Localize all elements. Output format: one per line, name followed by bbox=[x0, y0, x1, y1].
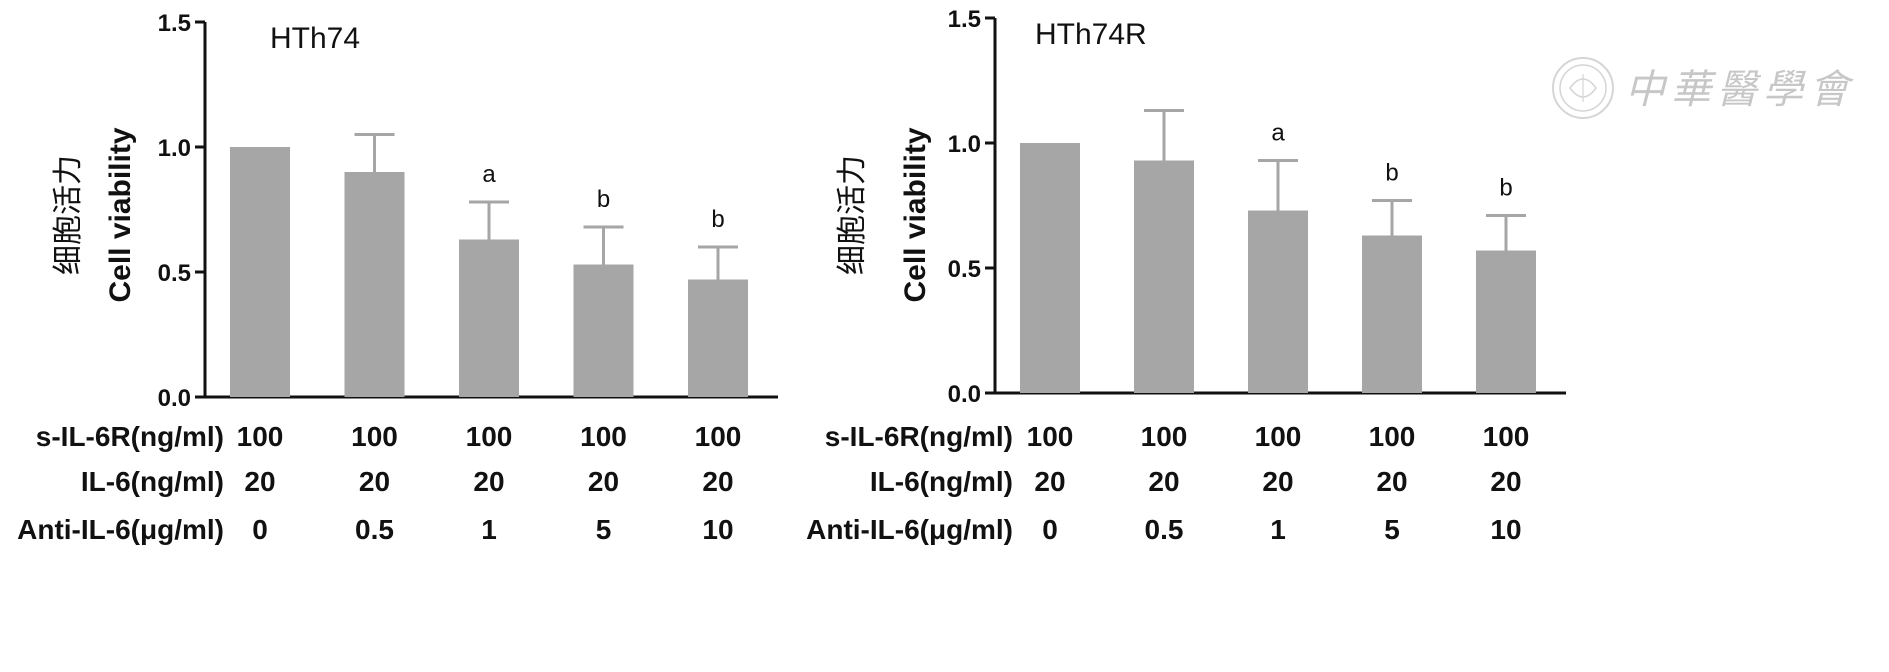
condition-value: 0 bbox=[1042, 514, 1058, 545]
y-tick-label: 1.5 bbox=[158, 10, 191, 37]
condition-value: 0.5 bbox=[355, 514, 394, 545]
significance-label: a bbox=[1271, 120, 1285, 147]
chart-title: HTh74R bbox=[1035, 18, 1147, 51]
bar bbox=[573, 264, 634, 397]
condition-value: 100 bbox=[1369, 421, 1416, 452]
condition-row-label: Anti-IL-6(μg/ml) bbox=[806, 514, 1013, 545]
bar bbox=[1476, 250, 1536, 393]
condition-row-label: s-IL-6R(ng/ml) bbox=[36, 421, 224, 452]
condition-value: 100 bbox=[1255, 421, 1302, 452]
condition-value: 0 bbox=[252, 514, 268, 545]
y-tick-label: 1.0 bbox=[948, 131, 981, 158]
condition-value: 20 bbox=[588, 466, 619, 497]
bar bbox=[344, 172, 405, 397]
chart-hth74: HTh74 细胞活力 Cell viability 0.0 0.5 1.0 1.5 a b b s-… bbox=[17, 10, 778, 545]
condition-value: 5 bbox=[596, 514, 612, 545]
chart-hth74r: HTh74R 细胞活力 Cell viability 0.0 0.5 1.0 1.5 a b b s… bbox=[806, 6, 1566, 545]
condition-row-label: IL-6(ng/ml) bbox=[81, 466, 224, 497]
condition-value: 100 bbox=[351, 421, 398, 452]
bar bbox=[1362, 235, 1422, 393]
y-tick-label: 1.5 bbox=[948, 6, 981, 33]
y-tick-label: 0.0 bbox=[158, 385, 191, 412]
condition-value: 20 bbox=[1262, 466, 1293, 497]
condition-row-label: Anti-IL-6(μg/ml) bbox=[17, 514, 224, 545]
y-tick-label: 0.5 bbox=[948, 256, 981, 283]
condition-value: 20 bbox=[359, 466, 390, 497]
society-seal-logo bbox=[1552, 57, 1614, 119]
bar bbox=[1134, 160, 1194, 393]
condition-value: 20 bbox=[1034, 466, 1065, 497]
condition-value: 20 bbox=[1490, 466, 1521, 497]
condition-value: 100 bbox=[580, 421, 627, 452]
condition-value: 100 bbox=[237, 421, 284, 452]
condition-value: 100 bbox=[1483, 421, 1530, 452]
significance-label: b bbox=[711, 206, 724, 233]
condition-value: 20 bbox=[473, 466, 504, 497]
significance-label: b bbox=[597, 186, 610, 213]
bar bbox=[688, 279, 748, 397]
significance-label: a bbox=[482, 161, 496, 188]
watermark: 中華醫學會 bbox=[1552, 57, 1855, 119]
condition-value: 0.5 bbox=[1145, 514, 1184, 545]
condition-value: 100 bbox=[695, 421, 742, 452]
y-axis-label: Cell viability bbox=[899, 127, 932, 302]
significance-label: b bbox=[1385, 160, 1398, 187]
condition-value: 10 bbox=[702, 514, 733, 545]
bar bbox=[230, 147, 290, 397]
y-axis-label-cn: 细胞活力 bbox=[836, 155, 869, 275]
bar bbox=[459, 239, 519, 397]
y-axis-label: Cell viability bbox=[104, 127, 137, 302]
bar bbox=[1248, 210, 1308, 393]
condition-value: 20 bbox=[244, 466, 275, 497]
condition-row-label: s-IL-6R(ng/ml) bbox=[825, 421, 1013, 452]
condition-row-label: IL-6(ng/ml) bbox=[870, 466, 1013, 497]
chart-title: HTh74 bbox=[270, 22, 360, 55]
condition-value: 5 bbox=[1384, 514, 1400, 545]
condition-value: 20 bbox=[1148, 466, 1179, 497]
condition-value: 100 bbox=[1027, 421, 1074, 452]
y-tick-label: 0.0 bbox=[948, 381, 981, 408]
condition-value: 20 bbox=[1376, 466, 1407, 497]
significance-label: b bbox=[1499, 175, 1512, 202]
condition-value: 10 bbox=[1490, 514, 1521, 545]
watermark-text: 中華醫學會 bbox=[1625, 68, 1855, 112]
bar bbox=[1020, 143, 1080, 393]
condition-value: 100 bbox=[1141, 421, 1188, 452]
y-tick-label: 0.5 bbox=[158, 260, 191, 287]
condition-value: 1 bbox=[481, 514, 497, 545]
condition-value: 1 bbox=[1270, 514, 1286, 545]
y-axis-label-cn: 细胞活力 bbox=[52, 155, 85, 275]
condition-value: 20 bbox=[702, 466, 733, 497]
condition-value: 100 bbox=[466, 421, 513, 452]
y-tick-label: 1.0 bbox=[158, 135, 191, 162]
